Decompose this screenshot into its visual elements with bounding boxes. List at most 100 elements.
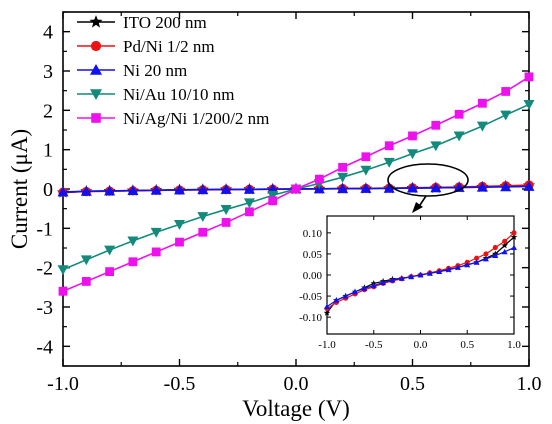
data-point [80,255,92,266]
data-point [267,190,279,201]
data-point [361,152,371,162]
data-point [220,183,232,194]
legend-label: Pd/Ni 1/2 nm [123,37,215,56]
data-point [501,87,511,96]
legend-label: Ni/Ag/Ni 1/200/2 nm [123,109,269,128]
inset-data-point [342,293,349,299]
inset-data-point [361,285,368,291]
callout-arrowhead [412,202,423,213]
data-point [383,182,395,193]
data-point [245,207,254,217]
inset-y-tick-label: -0.10 [299,312,322,324]
inset: -1.0 -0.5 0.0 0.5 1.0 -0.10 -0.05 0.00 0.05 0.10 [299,215,521,351]
inset-y-tick-label: -0.05 [299,291,322,303]
data-point [243,198,255,209]
inset-data-point [510,233,518,240]
data-point [360,182,372,193]
inset-data-point [511,230,517,236]
y-tick-label: 3 [43,61,53,83]
series-ni-ag-ni-1-200-2-nm [58,72,534,296]
legend: ITO 200 nm Pd/Ni 1/2 nm Ni 20 nm Ni/Au 10/1… [77,13,269,128]
inset-y-tick-label: 0.00 [303,270,323,282]
data-point [407,182,418,193]
inset-data-point [454,264,461,270]
data-point [478,98,487,108]
data-point [268,196,278,206]
legend-label: ITO 200 nm [123,13,207,32]
inset-data-point [501,248,508,255]
inset-data-point [436,268,443,275]
data-point [431,120,441,130]
data-point [127,185,139,195]
y-tick-label: -2 [36,258,53,280]
data-point [197,212,209,223]
data-point [453,131,465,142]
x-axis: -1.0 -0.5 0.0 0.5 1.0 [47,12,542,395]
y-axis-title: Current (μA) [7,129,32,249]
data-point [58,286,68,296]
x-tick-label: -1.0 [47,373,79,395]
inset-data-point [473,259,480,265]
data-point [151,247,161,257]
inset-data-point [323,309,331,316]
inset-data-point [352,288,359,295]
inset-data-point [492,245,498,251]
data-point [500,110,512,121]
y-axis: -4 -3 -2 -1 0 1 2 3 4 [36,11,529,367]
data-point [175,237,184,247]
data-point [127,236,139,247]
data-point [104,245,116,256]
data-point [220,205,232,215]
legend-marker [91,113,101,123]
data-point [57,186,69,197]
data-point [128,257,138,267]
inset-x-tick-label: 0.5 [460,339,474,351]
data-point [80,185,92,196]
inset-data-point [380,279,387,285]
data-point [476,121,488,132]
data-point [407,149,418,160]
data-point [150,184,162,195]
data-point [384,141,394,151]
data-point [383,157,395,168]
inset-data-point [333,297,340,303]
inset-x-tick-label: 0.0 [414,339,428,351]
legend-marker [90,89,102,100]
inset-data-point [445,266,452,272]
inset-data-point [501,242,508,249]
y-tick-label: 1 [43,140,53,162]
inset-x-tick-label: -1.0 [318,339,336,351]
series-layer [56,72,536,296]
inset-data-point [474,255,480,261]
data-point [430,141,442,152]
data-point [337,183,349,194]
data-point [105,267,114,276]
inset-data-point [464,261,471,268]
data-point [337,172,349,183]
y-tick-label: -3 [36,297,53,319]
data-point [57,265,69,276]
inset-data-point [370,282,377,288]
inset-data-point [417,272,424,278]
legend-marker [89,15,103,28]
data-point [338,162,347,172]
x-tick-label: -0.5 [164,373,196,395]
data-point [430,182,442,193]
data-point [243,183,255,194]
legend-marker [90,64,102,75]
data-point [81,277,91,286]
x-tick-label: 0.0 [284,373,309,395]
inset-data-point [324,303,330,310]
data-point [454,109,464,119]
legend-label: Ni 20 nm [123,61,187,80]
x-tick-label: 1.0 [517,373,542,395]
inset-y-tick-label: 0.10 [303,228,323,240]
legend-marker [90,40,102,52]
inset-data-point [426,270,433,276]
y-tick-label: -4 [36,336,53,358]
inset-data-point [492,252,499,259]
inset-series-ni-20-nm [324,244,517,310]
inset-data-point [502,238,508,244]
legend-label: Ni/Au 10/10 nm [123,85,234,104]
inset-data-point [482,255,489,262]
